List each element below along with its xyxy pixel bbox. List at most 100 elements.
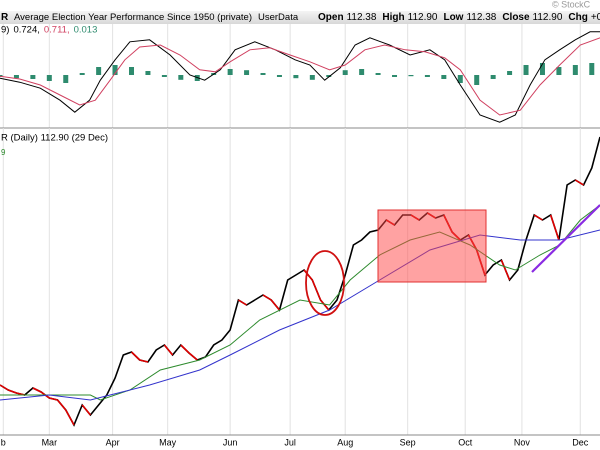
histogram-bar xyxy=(13,75,19,79)
histogram-bar xyxy=(260,73,266,75)
down-segment xyxy=(311,279,322,301)
annotation-ellipse xyxy=(305,250,345,316)
x-tick-label: Nov xyxy=(514,437,531,447)
line xyxy=(0,229,600,401)
down-segment xyxy=(32,387,42,393)
indicator-label: 0.724, xyxy=(13,25,39,36)
quote-value: 112.38 xyxy=(466,12,496,23)
down-segment xyxy=(319,299,330,311)
histogram-bar xyxy=(342,70,348,75)
indicator-label: 0.711, xyxy=(44,25,70,36)
line xyxy=(0,136,600,427)
histogram-bar xyxy=(178,75,184,80)
quote-label: High xyxy=(382,12,404,23)
quote-label: Low xyxy=(443,12,463,23)
histogram-bar xyxy=(309,75,315,80)
header-bar xyxy=(0,11,600,24)
down-segment xyxy=(7,389,17,394)
histogram-bar xyxy=(441,75,447,79)
histogram-bar xyxy=(79,73,85,75)
histogram-bar xyxy=(392,75,398,77)
price-label: R (Daily) 112.90 (29 Dec) xyxy=(1,133,108,144)
x-tick-label: Dec xyxy=(572,437,589,447)
down-segment xyxy=(0,384,9,391)
quote-value: 112.38 xyxy=(347,12,377,23)
header-title: Average Election Year Performance Since … xyxy=(14,12,252,23)
down-segment xyxy=(533,214,543,221)
down-segment xyxy=(500,259,511,281)
x-tick-label: Oct xyxy=(458,437,473,447)
histogram-bar xyxy=(293,75,299,79)
x-tick-label: Jun xyxy=(223,437,238,447)
histogram-bar xyxy=(556,67,562,75)
x-tick-label: Mar xyxy=(42,437,58,447)
histogram-bar xyxy=(572,65,578,75)
down-segment xyxy=(130,351,141,361)
histogram-bar xyxy=(145,71,151,75)
line xyxy=(0,31,600,123)
quote-label: Close xyxy=(502,12,530,23)
down-segment xyxy=(549,214,560,241)
histogram-bar xyxy=(63,75,69,83)
histogram-bar xyxy=(375,73,381,75)
quote-value: 112.90 xyxy=(408,12,438,23)
histogram-bar xyxy=(244,70,250,75)
down-segment xyxy=(81,404,92,416)
histogram-bar xyxy=(227,69,233,75)
down-segment xyxy=(139,359,149,363)
down-segment xyxy=(49,397,58,401)
macd-panel: 9) 0.724, 0.711, 0.013 xyxy=(0,24,600,128)
x-tick-label: May xyxy=(159,437,177,447)
down-segment xyxy=(270,299,281,311)
down-segment xyxy=(65,409,75,426)
down-segment xyxy=(237,299,247,306)
histogram-bar xyxy=(523,65,529,75)
symbol: R xyxy=(1,12,9,23)
quote: Open 112.38 High 112.90 Low 112.38 Close 112.90… xyxy=(318,12,600,23)
x-tick-label: Aug xyxy=(337,437,353,447)
down-segment xyxy=(180,344,190,354)
header-source: UserData xyxy=(258,12,299,23)
quote-value: 112.90 xyxy=(533,12,563,23)
histogram-bar xyxy=(408,75,414,77)
indicator-label: 9) xyxy=(1,25,9,36)
x-tick-label: Sep xyxy=(400,437,416,447)
histogram-bar xyxy=(539,63,545,75)
histogram-bar xyxy=(424,75,430,77)
histogram-bar xyxy=(112,65,118,75)
histogram-bar xyxy=(457,75,463,83)
down-segment xyxy=(574,179,584,186)
line xyxy=(0,204,600,401)
histogram-bar xyxy=(46,75,52,81)
watermark: © StockC xyxy=(552,0,591,9)
annotation-box xyxy=(377,209,487,283)
down-segment xyxy=(262,294,272,301)
down-segment xyxy=(163,344,174,356)
histogram-bar xyxy=(129,67,135,75)
histogram-bar xyxy=(507,71,513,75)
x-tick-label: Jul xyxy=(284,437,296,447)
histogram-bar xyxy=(359,69,365,75)
histogram-bar xyxy=(96,67,102,75)
histogram-bar xyxy=(490,75,496,79)
indicator-label: 0.013 xyxy=(74,25,98,36)
x-tick-label: b xyxy=(1,437,6,447)
down-segment xyxy=(303,269,313,281)
ma-label: 9 xyxy=(1,148,6,157)
quote-value: +0.43 ( xyxy=(591,12,600,23)
down-segment xyxy=(56,399,67,411)
x-tick-label: Apr xyxy=(106,437,120,447)
histogram-bar xyxy=(161,75,167,77)
trend-line xyxy=(531,204,600,273)
quote-label: Open xyxy=(318,12,344,23)
histogram-bar xyxy=(589,63,595,75)
down-segment xyxy=(188,352,198,361)
quote-label: Chg xyxy=(568,12,587,23)
line xyxy=(0,37,600,116)
histogram-bar xyxy=(474,75,480,85)
histogram-bar xyxy=(326,75,332,77)
histogram-bar xyxy=(276,75,282,77)
